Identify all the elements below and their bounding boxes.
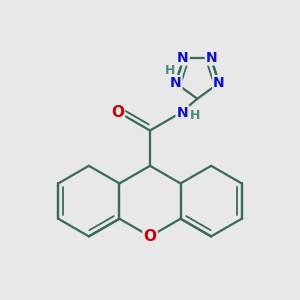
Text: O: O bbox=[143, 229, 157, 244]
Text: H: H bbox=[165, 64, 175, 76]
Text: N: N bbox=[170, 76, 182, 90]
Text: N: N bbox=[213, 76, 225, 90]
Text: H: H bbox=[190, 109, 201, 122]
Text: N: N bbox=[177, 106, 188, 120]
Text: N: N bbox=[206, 50, 218, 64]
Text: O: O bbox=[111, 105, 124, 120]
Text: N: N bbox=[177, 50, 189, 64]
